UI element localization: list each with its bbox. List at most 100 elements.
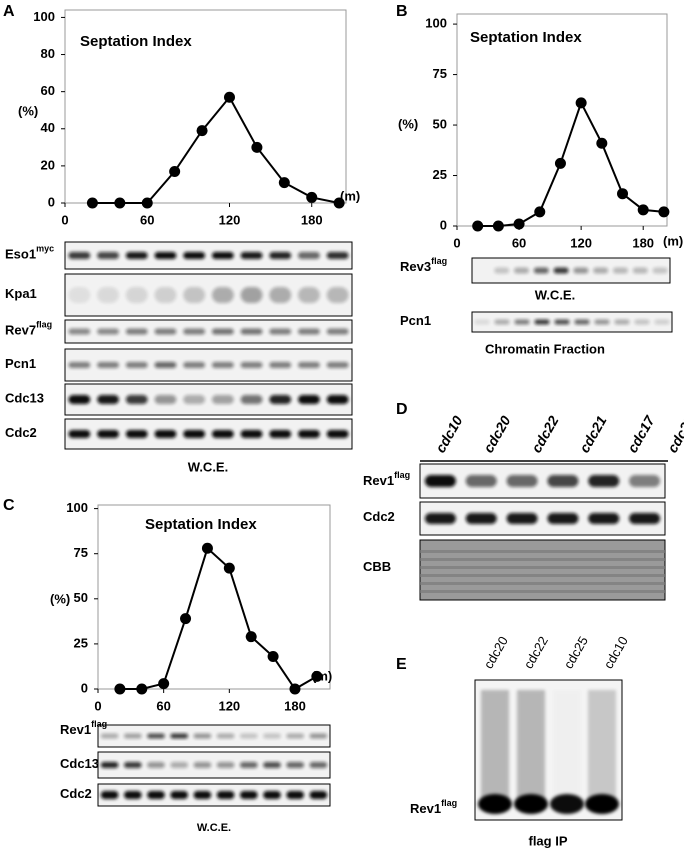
blot-label: Cdc2 [60,786,92,801]
blot-label: Kpa1 [5,286,37,301]
panel-letter: D [396,401,408,418]
data-point [114,683,126,695]
x-tick-label: 120 [218,698,240,713]
blot-band [97,287,119,303]
blot-band [298,395,320,404]
blot-label: Cdc2 [5,425,37,440]
x-tick-label: 60 [156,698,170,713]
blot-band [588,475,620,487]
y-axis-label: (%) [50,591,70,606]
chart-title: Septation Index [470,29,582,46]
blot-band [534,319,550,325]
protein-name: Rev1 [60,722,91,737]
blot-band [68,287,91,303]
blot-band [68,395,91,404]
blot-label: Rev1flag [363,470,410,488]
x-tick-label: 180 [284,698,306,713]
y-tick-label: 80 [41,46,55,61]
blot-band [240,395,263,404]
strain-label: cdc17 [624,412,658,455]
blot-caption: flag IP [528,833,567,848]
blot-band [629,513,661,524]
strain-label: cdc20 [481,634,511,672]
blot-caption: W.C.E. [197,822,231,834]
blot [471,311,673,333]
cbb-band [420,566,665,569]
data-point [333,197,345,209]
blot-band [240,430,263,438]
strain-label: cdc25 [561,634,591,672]
blot-band [654,319,670,325]
blot-band [154,252,177,259]
data-point [637,204,649,216]
blot-band [240,287,263,303]
blot-band [183,430,206,438]
blot-band [154,362,177,368]
blot-band [154,430,177,438]
blot-band [239,791,258,799]
blot-band [68,430,91,438]
data-point [289,683,301,695]
blot-band [97,395,119,404]
blot-band [193,791,212,799]
plot-frame [97,504,331,690]
blot [64,319,353,344]
blot-band [211,328,234,335]
cbb-band [420,582,665,585]
y-tick-label: 25 [74,635,88,650]
blot-band [211,430,234,438]
x-axis-label: (m) [340,188,360,203]
y-tick-label: 25 [433,167,447,182]
ip-band [550,794,584,814]
plot-frame [64,9,347,204]
protein-name: Rev1 [410,801,441,816]
data-point [201,542,213,554]
blot-band [147,733,165,739]
blot-band [629,475,661,487]
y-axis-label: (%) [398,116,418,131]
blot-band [309,733,328,739]
strain-label: cdc22 [521,634,551,672]
strain-label: cdc20 [480,413,514,456]
blot-band [593,267,609,274]
protein-name: Rev1 [363,473,394,488]
blot-band [326,395,349,404]
blot-label: Pcn1 [400,313,431,328]
blot-band [269,287,292,303]
blot [419,501,666,536]
blot-label: Rev7flag [5,320,52,338]
blot-band [286,762,305,768]
y-tick-label: 75 [433,66,447,81]
x-tick-label: 120 [570,235,592,250]
data-point [169,165,181,177]
panel-letter: C [3,497,15,514]
data-point [472,220,484,232]
data-point [306,191,318,203]
ip-band [478,794,512,814]
blot-band [326,252,349,259]
blot-band [154,287,177,303]
protein-name: Cdc2 [5,425,37,440]
blot-band [170,733,189,739]
y-axis-label: (%) [18,103,38,118]
data-point [267,651,279,663]
blot-band [263,791,281,799]
y-tick-label: 75 [74,545,88,560]
blot-band [100,733,119,739]
blot [97,783,331,807]
x-tick-label: 0 [94,698,101,713]
blot-band [263,733,281,739]
data-point [141,197,153,209]
protein-name: Cdc13 [5,391,44,406]
protein-name: Eso1 [5,247,36,262]
blot-band [286,791,305,799]
blot-band [68,362,91,368]
blot-band [183,287,206,303]
strain-label: cdc25 [664,413,684,456]
blot-band [269,395,292,404]
blot-band [652,267,668,274]
blot-caption: W.C.E. [535,287,575,302]
blot-label: Rev1flag [60,719,107,737]
blot-band [465,513,497,524]
blot-label: Cdc13 [60,756,99,771]
